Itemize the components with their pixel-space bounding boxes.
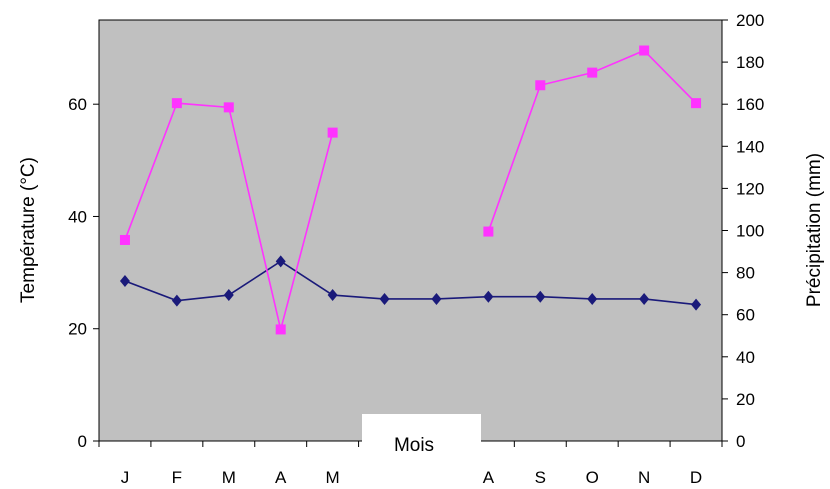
series-1-point xyxy=(171,294,182,307)
series-2-point xyxy=(483,226,494,237)
series-2-point xyxy=(691,98,702,109)
y-right-tick-label: 0 xyxy=(736,432,745,451)
series-1-point xyxy=(535,290,546,303)
x-tick-label: M xyxy=(222,468,236,487)
series-2-point xyxy=(327,127,338,138)
series-2-point xyxy=(639,45,650,56)
y-right-tick-label: 100 xyxy=(736,222,764,241)
y-left-tick-label: 20 xyxy=(68,320,87,339)
x-tick-label: M xyxy=(326,468,340,487)
x-tick-label: A xyxy=(483,468,495,487)
y-left-tick-label: 0 xyxy=(78,432,87,451)
x-tick-label: A xyxy=(275,468,287,487)
y-right-tick-label: 80 xyxy=(736,264,755,283)
y-right-tick-label: 20 xyxy=(736,390,755,409)
series-1-point xyxy=(483,290,494,303)
x-tick-label: N xyxy=(638,468,650,487)
plot-area xyxy=(98,19,723,442)
y-right-tick-label: 120 xyxy=(736,179,764,198)
x-tick-label: D xyxy=(690,468,702,487)
series-1-point xyxy=(431,292,442,305)
series-2-point xyxy=(171,98,182,109)
series-layer xyxy=(119,45,702,335)
y-left-tick-label: 60 xyxy=(68,95,87,114)
x-tick-label: J xyxy=(121,468,130,487)
y-right-axis-title: Précipitation (mm) xyxy=(804,153,825,307)
series-2-point xyxy=(535,80,546,91)
y-right-tick-label: 40 xyxy=(736,348,755,367)
y-right-tick-label: 200 xyxy=(736,11,764,30)
series-2-point xyxy=(587,67,598,78)
x-tick-label: O xyxy=(586,468,599,487)
series-1-point xyxy=(275,255,286,268)
series-1-point xyxy=(379,292,390,305)
series-1-point xyxy=(691,298,702,311)
series-2-point xyxy=(119,234,130,245)
x-tick-label: S xyxy=(535,468,546,487)
series-2-point xyxy=(275,324,286,335)
series-1-point xyxy=(587,292,598,305)
x-tick-label: F xyxy=(172,468,182,487)
xlabel-box xyxy=(362,414,481,452)
series-1-point xyxy=(639,292,650,305)
x-axis-title: Mois xyxy=(394,435,434,456)
series-1-point xyxy=(327,289,338,302)
y-right-tick-label: 180 xyxy=(736,53,764,72)
y-left-axis-title: Température (°C) xyxy=(18,157,39,303)
series-1-line xyxy=(124,260,697,306)
y-right-tick-label: 160 xyxy=(736,95,764,114)
series-1-point xyxy=(223,289,234,302)
y-right-tick-label: 60 xyxy=(736,306,755,325)
y-left-tick-label: 40 xyxy=(68,207,87,226)
series-2-point xyxy=(223,102,234,113)
y-right-tick-label: 140 xyxy=(736,137,764,156)
series-1-point xyxy=(119,275,130,288)
axes: 0 20 40 60 0 20 40 60 80 100 120 140 160 180 200 J F M A M A… xyxy=(68,11,764,487)
